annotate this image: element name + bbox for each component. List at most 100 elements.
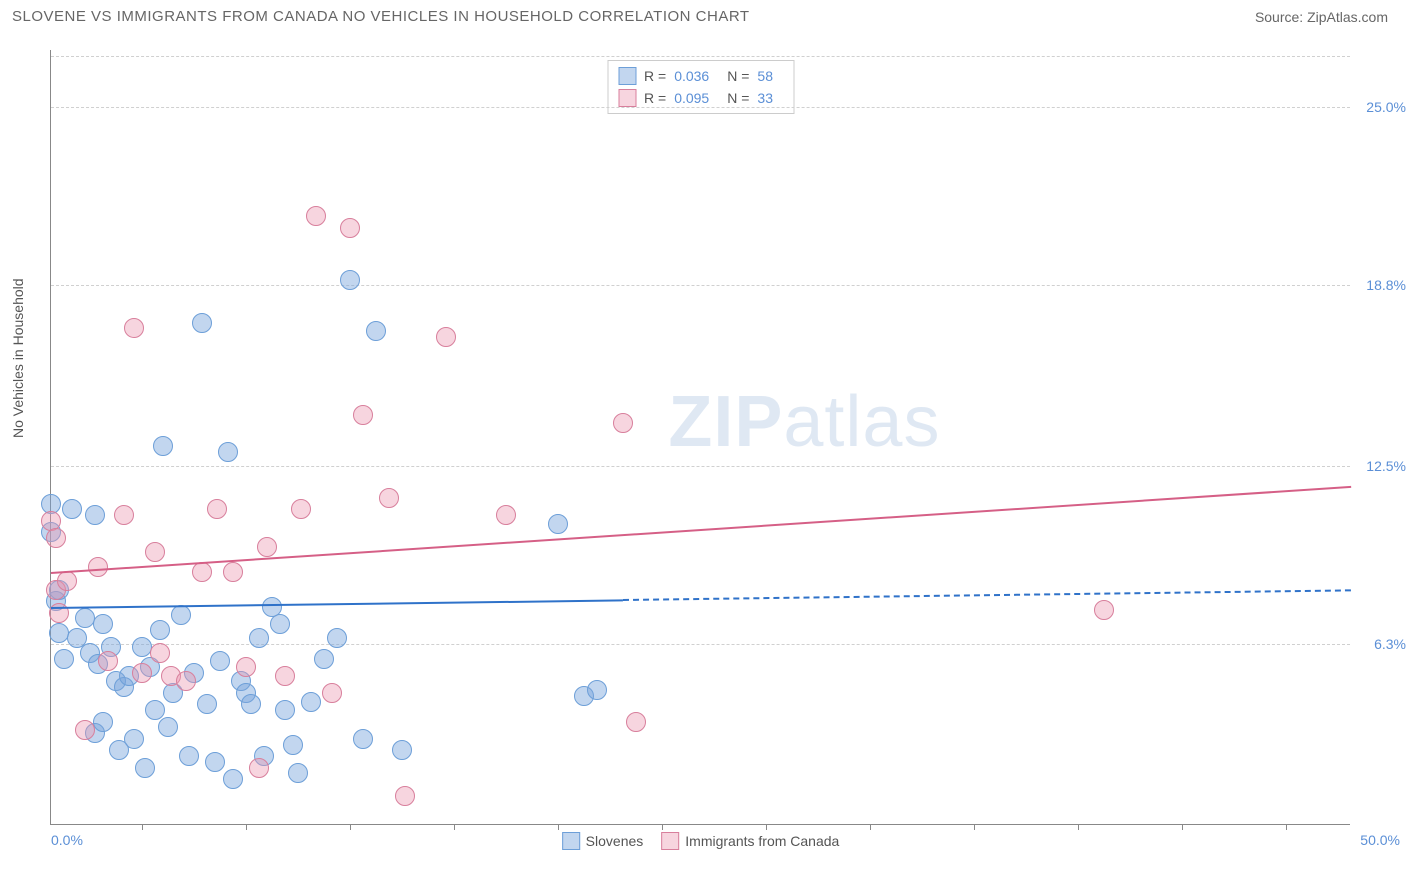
legend-n-value: 58 — [757, 68, 773, 84]
point-slovenes — [93, 614, 113, 634]
trend-line — [51, 486, 1351, 574]
point-immigrants-canada — [192, 562, 212, 582]
legend-n-label: N = — [727, 90, 749, 106]
point-slovenes — [353, 729, 373, 749]
point-slovenes — [93, 712, 113, 732]
point-immigrants-canada — [436, 327, 456, 347]
point-immigrants-canada — [145, 542, 165, 562]
y-tick-label: 18.8% — [1356, 277, 1406, 293]
legend-swatch — [661, 832, 679, 850]
legend-series-name: Immigrants from Canada — [685, 833, 839, 849]
point-slovenes — [75, 608, 95, 628]
point-slovenes — [171, 605, 191, 625]
point-slovenes — [145, 700, 165, 720]
x-tick — [766, 824, 767, 830]
y-tick-label: 25.0% — [1356, 99, 1406, 115]
watermark-light: atlas — [783, 382, 940, 462]
point-immigrants-canada — [46, 528, 66, 548]
y-tick-label: 6.3% — [1356, 636, 1406, 652]
chart-title: SLOVENE VS IMMIGRANTS FROM CANADA NO VEH… — [12, 8, 750, 25]
point-immigrants-canada — [88, 557, 108, 577]
point-slovenes — [314, 649, 334, 669]
point-immigrants-canada — [379, 488, 399, 508]
x-tick — [1078, 824, 1079, 830]
point-immigrants-canada — [57, 571, 77, 591]
legend-series-item: Immigrants from Canada — [661, 832, 839, 850]
point-immigrants-canada — [275, 666, 295, 686]
point-slovenes — [150, 620, 170, 640]
point-immigrants-canada — [249, 758, 269, 778]
legend-swatch — [618, 89, 636, 107]
point-slovenes — [301, 692, 321, 712]
x-tick — [350, 824, 351, 830]
point-immigrants-canada — [257, 537, 277, 557]
point-immigrants-canada — [291, 499, 311, 519]
point-slovenes — [327, 628, 347, 648]
point-slovenes — [392, 740, 412, 760]
grid-line — [51, 466, 1350, 467]
grid-line — [51, 285, 1350, 286]
point-slovenes — [548, 514, 568, 534]
point-immigrants-canada — [124, 318, 144, 338]
point-immigrants-canada — [223, 562, 243, 582]
point-slovenes — [283, 735, 303, 755]
legend-r-label: R = — [644, 68, 666, 84]
point-immigrants-canada — [132, 663, 152, 683]
point-slovenes — [241, 694, 261, 714]
point-immigrants-canada — [306, 206, 326, 226]
point-immigrants-canada — [236, 657, 256, 677]
point-slovenes — [275, 700, 295, 720]
point-immigrants-canada — [49, 603, 69, 623]
x-tick — [870, 824, 871, 830]
point-slovenes — [270, 614, 290, 634]
point-immigrants-canada — [340, 218, 360, 238]
trend-line — [51, 599, 623, 609]
x-tick — [454, 824, 455, 830]
point-slovenes — [249, 628, 269, 648]
chart-header: SLOVENE VS IMMIGRANTS FROM CANADA NO VEH… — [0, 0, 1406, 29]
source-attribution: Source: ZipAtlas.com — [1255, 9, 1388, 25]
legend-stats-row: R =0.036N =58 — [618, 65, 783, 87]
point-immigrants-canada — [353, 405, 373, 425]
grid-line — [51, 644, 1350, 645]
watermark-bold: ZIP — [668, 382, 783, 462]
x-tick — [558, 824, 559, 830]
point-slovenes — [124, 729, 144, 749]
point-immigrants-canada — [496, 505, 516, 525]
point-immigrants-canada — [176, 671, 196, 691]
point-slovenes — [288, 763, 308, 783]
point-slovenes — [49, 623, 69, 643]
point-slovenes — [135, 758, 155, 778]
legend-n-value: 33 — [757, 90, 773, 106]
legend-stats-row: R =0.095N =33 — [618, 87, 783, 109]
point-immigrants-canada — [613, 413, 633, 433]
point-slovenes — [158, 717, 178, 737]
point-immigrants-canada — [322, 683, 342, 703]
point-slovenes — [192, 313, 212, 333]
x-tick — [974, 824, 975, 830]
legend-series-name: Slovenes — [586, 833, 644, 849]
point-slovenes — [197, 694, 217, 714]
grid-line — [51, 107, 1350, 108]
legend-series-item: Slovenes — [562, 832, 644, 850]
x-tick — [1286, 824, 1287, 830]
legend-r-value: 0.095 — [674, 90, 709, 106]
point-immigrants-canada — [207, 499, 227, 519]
legend-stats: R =0.036N =58R =0.095N =33 — [607, 60, 794, 114]
x-tick — [246, 824, 247, 830]
legend-swatch — [618, 67, 636, 85]
x-tick — [142, 824, 143, 830]
point-slovenes — [366, 321, 386, 341]
point-slovenes — [340, 270, 360, 290]
point-slovenes — [179, 746, 199, 766]
point-immigrants-canada — [1094, 600, 1114, 620]
grid-line — [51, 56, 1350, 57]
y-axis-title: No Vehicles in Household — [10, 278, 26, 438]
legend-n-label: N = — [727, 68, 749, 84]
y-tick-label: 12.5% — [1356, 458, 1406, 474]
point-slovenes — [223, 769, 243, 789]
point-immigrants-canada — [75, 720, 95, 740]
point-slovenes — [62, 499, 82, 519]
point-immigrants-canada — [98, 651, 118, 671]
point-immigrants-canada — [626, 712, 646, 732]
